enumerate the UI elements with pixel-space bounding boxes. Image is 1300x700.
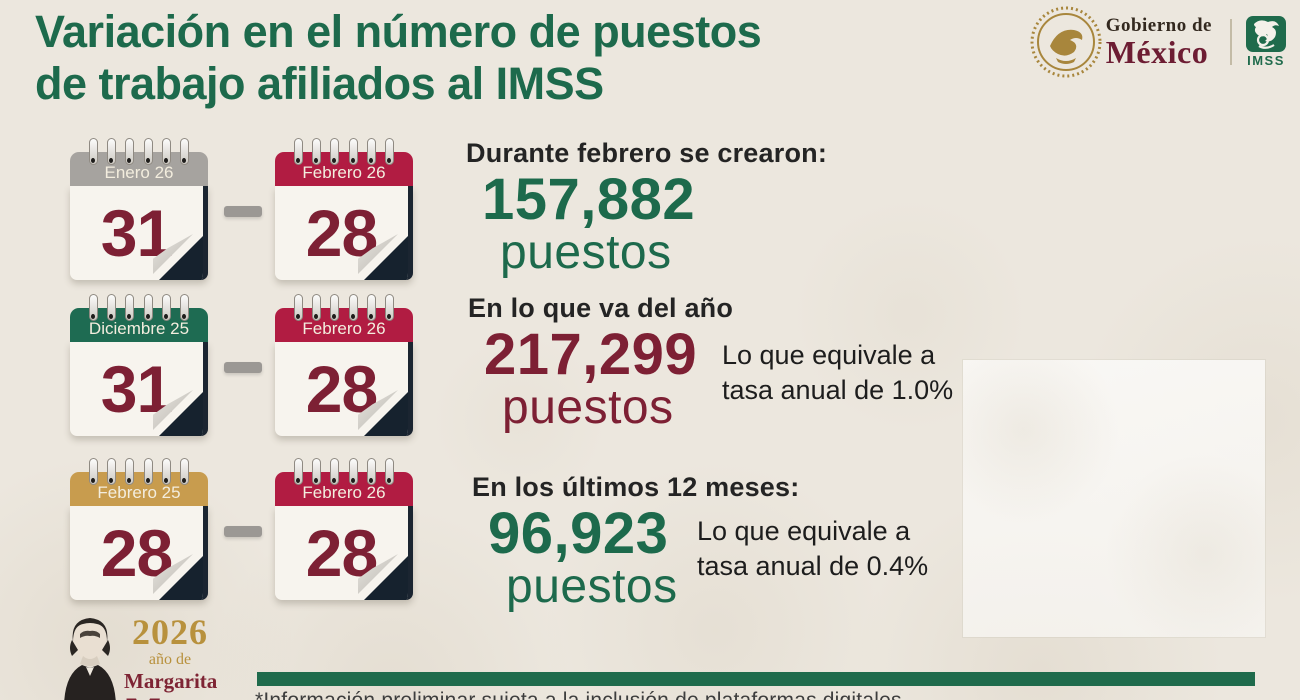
stat-unit: puestos [502,381,674,434]
margarita-maza-portrait [64,618,116,700]
watermark-image-placeholder [963,360,1265,637]
stat-value: 157,882 [482,167,696,232]
calendar-febrero-26: Febrero 26 28 [275,138,413,280]
calendar-enero-26: Enero 26 31 [70,138,208,280]
calendar-body: 28 [70,506,208,600]
calendar-spiral-rings [275,458,413,486]
gobierno-de-label: Gobierno de [1105,15,1212,36]
gobierno-de-mexico-wordmark: Gobierno de México [1106,16,1212,68]
note-line1: Lo que equivale a [697,516,911,546]
minus-sign-icon [224,526,262,537]
stat-febrero-created: Durante febrero se crearon: 157,882 pues… [466,138,828,279]
calendar-spiral-rings [70,458,208,486]
stat-label: En los últimos 12 meses: [472,472,800,502]
stat-label: En lo que va del año [468,293,734,323]
stat-unit: puestos [500,226,672,279]
calendar-febrero-26: Febrero 26 28 [275,294,413,436]
stat-value: 217,299 [484,322,698,387]
brand-divider [1230,19,1232,65]
year-2026-label: 2026 [132,612,208,652]
calendar-row-diciembre-vs-febrero: Diciembre 25 31 Febrero 26 28 [0,294,460,444]
calendar-row-febrero-vs-febrero: Febrero 25 28 Febrero 26 28 [0,458,460,608]
bottom-green-bar [257,672,1255,686]
stat-year-to-date: En lo que va del año 217,299 puestos [468,293,734,434]
calendar-diciembre-25: Diciembre 25 31 [70,294,208,436]
calendar-spiral-rings [275,138,413,166]
page-title-line2: de trabajo afiliados al IMSS [35,58,604,110]
calendar-spiral-rings [275,294,413,322]
note-line1: Lo que equivale a [722,340,936,370]
stat-label: Durante febrero se crearon: [466,138,828,168]
note-line2: tasa anual de 0.4% [697,551,929,582]
calendar-spiral-rings [70,138,208,166]
maza-label: Maza [124,693,216,700]
note-line2: tasa anual de 1.0% [722,375,954,406]
imss-eagle-icon [1246,16,1286,52]
calendar-month-label: Diciembre 25 [70,308,208,342]
imss-logo: IMSS [1246,16,1286,68]
calendar-spiral-rings [70,294,208,322]
calendar-row-enero-vs-febrero: Enero 26 31 Febrero 26 28 [0,138,460,288]
stat-unit: puestos [506,560,678,613]
page-title: Variación en el número de puestos de tra… [35,6,762,110]
stat-last-12-months: En los últimos 12 meses: 96,923 puestos [472,472,800,613]
mexico-eagle-seal-icon [1030,6,1102,78]
calendar-body: 28 [275,342,413,436]
minus-sign-icon [224,362,262,373]
calendar-body: 28 [275,506,413,600]
margarita-label: Margarita [124,669,218,693]
calendar-body: 28 [275,186,413,280]
mexico-label: México [1105,34,1209,70]
calendar-body: 31 [70,186,208,280]
imss-label: IMSS [1247,53,1285,68]
government-brand: Gobierno de México IMSS [1030,6,1286,78]
minus-sign-icon [224,206,262,217]
footnote-text: *Información preliminar sujeta a la incl… [255,689,902,700]
calendar-febrero-26: Febrero 26 28 [275,458,413,600]
stat-note-annual-rate-ytd: Lo que equivale a tasa anual de 1.0% [722,338,953,408]
year-sub-label: año de [148,651,192,668]
year-brand-block: 2026 año de Margarita Maza [124,612,218,700]
calendar-febrero-25: Febrero 25 28 [70,458,208,600]
stat-value: 96,923 [488,501,669,566]
stat-note-annual-rate-12m: Lo que equivale a tasa anual de 0.4% [697,514,928,584]
calendar-body: 31 [70,342,208,436]
page-title-line1: Variación en el número de puestos [35,6,762,57]
